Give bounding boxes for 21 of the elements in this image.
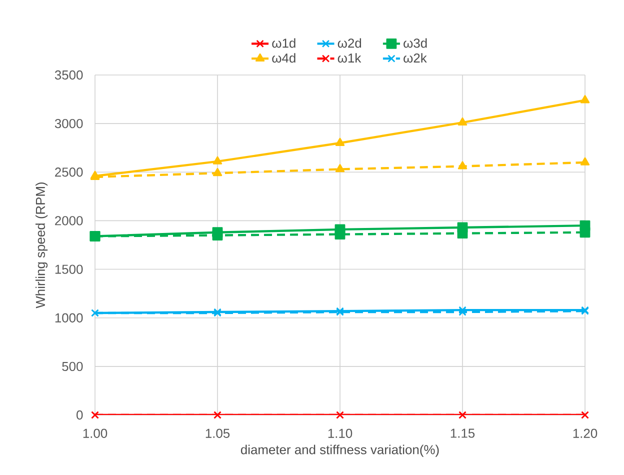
y-tick-label: 1500 — [55, 264, 83, 274]
legend-label: ω1k — [338, 53, 362, 63]
x-tick-label: 1.20 — [573, 428, 598, 438]
legend-label: ω1d — [272, 38, 296, 48]
y-tick-label: 3000 — [54, 118, 83, 128]
y-axis-title: Whirling speed (RPM) — [36, 182, 48, 308]
y-tick-label: 500 — [62, 362, 83, 372]
legend-label: ω2k — [404, 53, 427, 63]
x-tick-label: 1.05 — [206, 428, 230, 438]
y-tick-label: 0 — [76, 410, 83, 420]
y-tick-label: 2500 — [55, 168, 83, 177]
legend-label: ω3d — [404, 38, 427, 48]
y-tick-label: 3500 — [54, 70, 83, 80]
x-tick-label: 1.10 — [328, 428, 352, 438]
legend-label: ω4d — [272, 53, 296, 63]
x-tick-label: 1.15 — [450, 428, 475, 438]
x-axis-title: diameter and stiffness variation(%) — [240, 444, 439, 457]
x-tick-label: 1.00 — [83, 428, 108, 438]
y-tick-label: 2000 — [55, 216, 83, 226]
y-tick-label: 1000 — [55, 313, 83, 322]
legend-label: ω2d — [338, 38, 362, 48]
